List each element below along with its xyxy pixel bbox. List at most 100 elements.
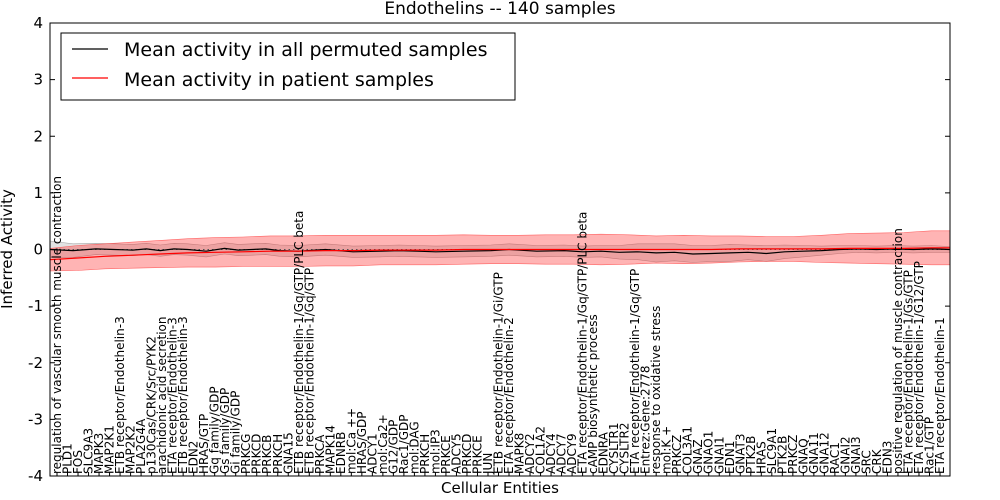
x-tick-label: GNAZ [691,439,705,474]
x-tick-label: ETA receptor/Endothelin-1 [933,317,947,474]
x-tick-label: EDN1 [723,441,737,474]
x-tick-label: PRKCZ [670,435,684,474]
x-tick-label: ETB receptor/Endothelin-1/Gi/GTP [492,272,506,474]
x-tick-label: MAPK3 [92,433,106,474]
x-tick-label: PRKCA [313,434,327,474]
y-tick-label: -2 [28,354,43,372]
x-tick-label: EDN2 [187,441,201,474]
x-tick-label: SRC [859,450,873,474]
x-tick-label: HRAS/GTP [197,414,211,474]
x-tick-label: Gs family/GDP [218,388,232,474]
x-tick-label: Rac1/GTP [923,417,937,474]
x-tick-label: CYSLTR1 [607,423,621,474]
x-tick-label: Entrez:Gene:2778 [639,365,653,474]
x-tick-label: RAC1 [828,442,842,474]
x-tick-label: ETB receptor/Endothelin-1/Gq/GTP/PLC bet… [292,211,306,474]
x-tick-label: MAP2K1 [103,425,117,474]
x-tick-label: ADCY4 [544,433,558,474]
x-tick-label: FOS [71,450,85,474]
x-tick-label: CYSLTR2 [618,423,632,474]
x-tick-label: regulation of vascular smooth muscle con… [50,176,64,474]
legend-label-patient: Mean activity in patient samples [124,69,434,91]
x-tick-label: mol:Ca2+ [376,414,390,474]
x-tick-label: EDN3 [880,441,894,474]
x-tick-label: mol:Ca ++ [344,408,358,474]
x-tick-label: mol:K + [660,426,674,474]
x-tick-label: PLD1 [61,443,75,474]
x-tick-label: mol:DAG [407,421,421,474]
x-tick-label: GNA15 [281,432,295,474]
x-tick-label: PTK2B [744,436,758,474]
x-tick-label: mol:IP3 [428,429,442,474]
x-tick-label: PRKCD [250,434,264,474]
x-tick-label: positive regulation of muscle contractio… [891,228,905,474]
x-tick-label: GNAO1 [702,431,716,474]
y-tick-label: 2 [33,127,43,145]
x-tick-label: GNAT3 [733,433,747,474]
x-tick-label: ETA receptor/Endothelin-3 [166,317,180,474]
x-axis-label: Cellular Entities [441,479,559,497]
x-tick-label: ADCY5 [450,433,464,474]
x-tick-label: ADCY2 [523,433,537,474]
x-tick-label: GNAI3 [849,436,863,474]
x-tick-label: GNA12 [817,432,831,474]
x-tick-label: MAPK8 [513,433,527,474]
plot-frame [49,22,951,477]
y-axis-ticks: -4 -3 -2 -1 0 1 2 3 4 [28,14,950,485]
x-tick-labels: regulation of vascular smooth muscle con… [50,176,947,476]
x-tick-label: Gq family/GDP [208,386,222,474]
y-tick-label: 4 [33,14,43,32]
y-tick-label: -1 [28,297,43,315]
x-tick-label: MAPK14 [323,425,337,474]
x-tick-label: PRKCD [460,434,474,474]
x-tick-label: ETB receptor/Endothelin-3 [113,316,127,474]
x-tick-label: PRKCG [239,434,253,474]
x-tick-label: MAP2K2 [124,425,138,474]
x-tick-label: ETB receptor/Endothelin-3 [176,316,190,474]
x-tick-label: PRKCH [418,434,432,474]
x-tick-label: p130Cas/CRK/Src/PYK2 [145,336,159,474]
x-tick-label: Gi family/GDP [229,391,243,474]
y-tick-label: 0 [33,241,43,259]
x-tick-label: ETA receptor/Endothelin-1/G12/GTP [912,261,926,474]
y-tick-label: -3 [28,410,43,428]
x-tick-label: PRKCH [271,434,285,474]
x-tick-label: response to oxidative stress [649,306,663,474]
x-tick-label: PRKCE [471,435,485,474]
x-tick-label: COL1A2 [534,426,548,474]
y-tick-label: 1 [33,184,43,202]
x-tick-label: CRK [870,448,884,474]
x-tick-label: PRKCE [439,435,453,474]
x-tick-label: ADCY9 [565,433,579,474]
x-tick-label: ADCY7 [555,433,569,474]
y-tick-label: 3 [33,71,43,89]
x-tick-label: SLC9A1 [765,428,779,474]
x-tick-label: ETA receptor/Endothelin-1/Gs/GTP [902,270,916,474]
x-tick-label: Rac1/GDP [397,415,411,474]
chart-title: Endothelins -- 140 samples [384,0,615,19]
confidence-bands [49,230,951,272]
x-tick-label: HRAS [754,441,768,474]
x-tick-label: arachidonic acid secretion [155,317,169,474]
x-tick-label: PRKCB [260,435,274,474]
x-tick-label: ETA receptor/Endothelin-2 [502,317,516,474]
line-series-1 [49,247,950,261]
x-tick-label: EDNRA [597,431,611,474]
x-tick-label: SLC9A3 [82,428,96,474]
x-tick-label: HRAS/GDP [355,411,369,474]
x-tick-label: EDNRB [334,432,348,474]
x-tick-label: ETA receptor/Endothelin-1/Gq/GTP [628,269,642,474]
x-tick-label: cAMP biosynthetic process [586,314,600,474]
y-tick-label: -4 [28,467,43,485]
x-tick-label: COL3A1 [681,426,695,474]
x-tick-label: G12/GDP [386,420,400,474]
series-lines [49,247,951,261]
x-tick-label: GNAQ [796,438,810,474]
x-tick-label: PLA2G4A [134,418,148,474]
x-tick-label: JUN [481,453,495,475]
x-tick-label: ADCY1 [365,433,379,474]
legend: Mean activity in all permuted samples Me… [60,32,516,101]
x-tick-label: GNAI2 [838,436,852,474]
legend-label-permuted: Mean activity in all permuted samples [124,39,487,61]
